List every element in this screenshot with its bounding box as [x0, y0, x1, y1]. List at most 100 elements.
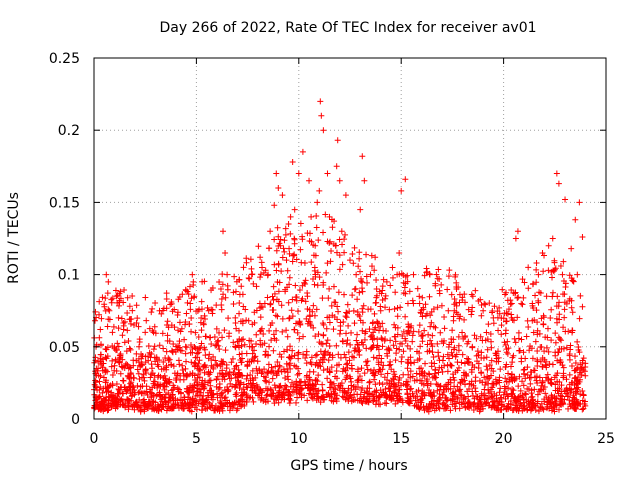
data-point: [449, 390, 456, 397]
data-point: [223, 397, 230, 404]
data-point: [336, 266, 343, 273]
data-point: [297, 320, 304, 327]
data-point: [232, 319, 239, 326]
data-point: [575, 343, 582, 350]
data-point: [347, 341, 354, 348]
data-point: [361, 370, 368, 377]
data-point: [556, 336, 563, 343]
data-point: [362, 330, 369, 337]
data-point: [216, 381, 223, 388]
data-point: [202, 333, 209, 340]
data-point: [126, 397, 133, 404]
data-point: [188, 314, 195, 321]
data-point: [116, 299, 123, 306]
data-point: [443, 381, 450, 388]
data-point: [400, 348, 407, 355]
data-point: [124, 327, 131, 334]
data-point: [230, 301, 237, 308]
data-point: [536, 374, 543, 381]
data-point: [525, 264, 532, 271]
data-point: [432, 374, 439, 381]
data-point: [279, 254, 286, 261]
data-point: [234, 405, 241, 412]
data-point: [533, 266, 540, 273]
data-point: [469, 293, 476, 300]
data-point: [363, 398, 370, 405]
data-point: [551, 257, 558, 264]
data-point: [281, 396, 288, 403]
data-point: [195, 365, 202, 372]
data-point: [428, 391, 435, 398]
data-point: [243, 317, 250, 324]
data-point: [455, 333, 462, 340]
data-point: [548, 306, 555, 313]
data-point: [291, 206, 298, 213]
data-point: [239, 291, 246, 298]
data-point: [271, 236, 278, 243]
data-point: [546, 360, 553, 367]
data-point: [142, 294, 149, 301]
data-point: [477, 296, 484, 303]
data-point: [536, 289, 543, 296]
data-point: [390, 368, 397, 375]
data-point: [92, 308, 99, 315]
data-point: [489, 308, 496, 315]
data-point: [501, 339, 508, 346]
data-point: [270, 369, 277, 376]
data-point: [404, 278, 411, 285]
data-point: [532, 292, 539, 299]
data-point: [323, 340, 330, 347]
data-point: [220, 291, 227, 298]
data-point: [282, 382, 289, 389]
data-point: [228, 359, 235, 366]
data-point: [216, 392, 223, 399]
data-point: [416, 322, 423, 329]
data-point: [238, 283, 245, 290]
data-point: [532, 407, 539, 414]
data-point: [294, 371, 301, 378]
data-point: [516, 373, 523, 380]
data-point: [407, 368, 414, 375]
data-point: [410, 300, 417, 307]
data-point: [569, 327, 576, 334]
data-point: [192, 345, 199, 352]
data-point: [263, 385, 270, 392]
data-point: [299, 385, 306, 392]
data-point: [411, 359, 418, 366]
data-point: [373, 286, 380, 293]
data-point: [481, 374, 488, 381]
data-point: [169, 308, 176, 315]
data-point: [241, 389, 248, 396]
data-point: [284, 267, 291, 274]
data-point: [275, 367, 282, 374]
data-point: [281, 237, 288, 244]
data-point: [484, 366, 491, 373]
data-point: [485, 321, 492, 328]
data-point: [196, 357, 203, 364]
data-point: [566, 295, 573, 302]
data-point: [372, 254, 379, 261]
data-point: [234, 338, 241, 345]
data-point: [161, 383, 168, 390]
data-point: [320, 332, 327, 339]
data-point: [136, 338, 143, 345]
data-point: [426, 387, 433, 394]
data-point: [165, 390, 172, 397]
data-point: [501, 383, 508, 390]
data-point: [198, 327, 205, 334]
data-point: [295, 170, 302, 177]
data-point: [175, 388, 182, 395]
data-point: [368, 345, 375, 352]
data-point: [383, 278, 390, 285]
data-point: [120, 326, 127, 333]
data-point: [426, 293, 433, 300]
data-point: [461, 377, 468, 384]
data-point: [337, 387, 344, 394]
data-point: [195, 333, 202, 340]
data-point: [524, 317, 531, 324]
data-point: [126, 375, 133, 382]
data-point: [273, 296, 280, 303]
data-point: [382, 292, 389, 299]
data-point: [579, 303, 586, 310]
data-point: [427, 337, 434, 344]
